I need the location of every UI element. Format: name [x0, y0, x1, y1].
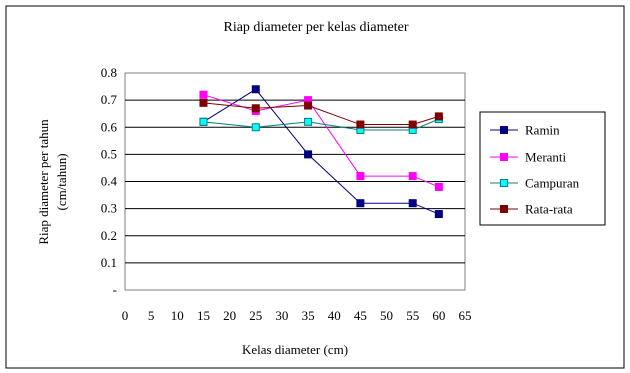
- data-point: [304, 101, 313, 110]
- x-tick-label: 0: [122, 308, 129, 323]
- legend-label: Rata-rata: [525, 202, 573, 217]
- y-tick-label: 0.8: [101, 65, 117, 80]
- y-tick-label: 0.6: [101, 119, 118, 134]
- y-axis-label: Riap diameter per tahun (cm/tahun): [36, 119, 69, 245]
- legend-label: Meranti: [525, 150, 567, 165]
- data-point: [199, 98, 208, 107]
- y-tick-label: 0.2: [101, 228, 117, 243]
- legend-marker: [500, 126, 508, 134]
- data-point: [408, 120, 417, 129]
- x-axis-ticks: 0 5 10 15 20 25 30 35 40 45 50 55 60 65: [122, 308, 472, 323]
- x-axis-label: Kelas diameter (cm): [242, 342, 348, 357]
- x-tick-label: 5: [148, 308, 155, 323]
- data-point: [356, 120, 365, 129]
- x-tick-label: 65: [459, 308, 472, 323]
- data-point: [199, 90, 208, 99]
- data-point: [434, 182, 443, 191]
- series-group: [199, 85, 443, 219]
- x-tick-label: 45: [354, 308, 367, 323]
- y-axis-label-line-2: (cm/tahun): [54, 153, 69, 210]
- y-tick-label: 0.1: [101, 255, 117, 270]
- legend-marker: [500, 205, 508, 213]
- data-point: [199, 117, 208, 126]
- legend-item: Rata-rata: [490, 202, 573, 217]
- chart-title: Riap diameter per kelas diameter: [223, 20, 408, 35]
- x-tick-label: 15: [197, 308, 210, 323]
- legend-marker: [500, 179, 508, 187]
- x-tick-label: 20: [223, 308, 236, 323]
- series-line: [203, 118, 440, 131]
- x-tick-label: 50: [380, 308, 393, 323]
- data-point: [408, 172, 417, 181]
- data-point: [356, 199, 365, 208]
- y-axis-label-line-1: Riap diameter per tahun: [36, 119, 51, 245]
- legend-label: Ramin: [525, 123, 560, 138]
- y-tick-label: 0.4: [101, 174, 118, 189]
- data-point: [434, 210, 443, 219]
- series-rata-rata: [199, 98, 443, 129]
- legend-marker: [500, 153, 508, 161]
- series-line: [203, 88, 440, 215]
- data-point: [304, 117, 313, 126]
- legend-item: Meranti: [490, 150, 567, 165]
- legend-item: Campuran: [490, 176, 580, 191]
- y-tick-label: -: [113, 282, 117, 297]
- data-point: [434, 112, 443, 121]
- y-tick-label: 0.7: [101, 92, 118, 107]
- x-tick-label: 30: [275, 308, 288, 323]
- y-tick-label: 0.5: [101, 146, 117, 161]
- data-point: [251, 104, 260, 113]
- y-axis-ticks: - 0.1 0.2 0.3 0.4 0.5 0.6 0.7 0.8: [101, 65, 118, 297]
- data-point: [408, 199, 417, 208]
- data-point: [304, 150, 313, 159]
- data-point: [251, 123, 260, 132]
- series-line: [203, 94, 440, 188]
- x-tick-label: 55: [406, 308, 419, 323]
- legend-label: Campuran: [525, 176, 580, 191]
- gridlines: [125, 99, 465, 264]
- x-tick-label: 35: [302, 308, 315, 323]
- legend-item: Ramin: [490, 123, 560, 138]
- legend: Ramin Meranti Campuran Rata-rata: [479, 111, 606, 226]
- data-point: [251, 85, 260, 94]
- x-tick-label: 25: [249, 308, 262, 323]
- x-tick-label: 40: [328, 308, 341, 323]
- x-tick-label: 60: [432, 308, 445, 323]
- data-point: [356, 172, 365, 181]
- y-tick-label: 0.3: [101, 201, 117, 216]
- series-line: [203, 102, 439, 126]
- x-tick-label: 10: [171, 308, 184, 323]
